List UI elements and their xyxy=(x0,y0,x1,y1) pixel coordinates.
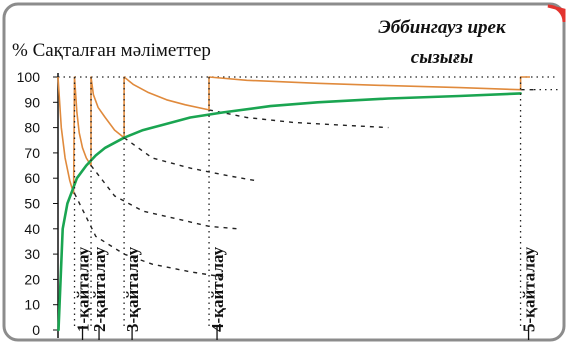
revision-label: 4-қайталау xyxy=(208,246,227,332)
y-tick-label: 40 xyxy=(24,221,40,237)
revision-label: 3-қайталау xyxy=(123,246,142,332)
y-axis-title: % Сақталған мәліметтер xyxy=(12,40,211,61)
y-tick-label: 90 xyxy=(24,94,40,110)
revision-label: 1-қайталау xyxy=(74,246,93,332)
revision-label: 5-қайталау xyxy=(520,246,539,332)
y-tick-label: 0 xyxy=(32,322,40,338)
y-tick-label: 50 xyxy=(24,196,40,212)
decay-dotted-curve xyxy=(123,137,257,182)
y-tick-label: 80 xyxy=(24,120,40,136)
y-tick-label: 70 xyxy=(24,145,40,161)
corner-accent xyxy=(547,4,566,23)
decay-dotted-layer xyxy=(73,88,535,278)
chart-title-line2: сызығы xyxy=(411,47,473,68)
y-tick-label: 60 xyxy=(24,170,40,186)
chart-title-line1: Эббингауз ирек xyxy=(378,17,507,38)
y-tick-label: 10 xyxy=(24,297,40,313)
axis-layer: 0 10 20 30 40 50 60 70 80 90 100 xyxy=(17,69,560,338)
y-tick-label: 20 xyxy=(24,271,40,287)
y-tick-label: 30 xyxy=(24,246,40,262)
retention-curve xyxy=(57,92,522,332)
revision-label: 2-қайталау xyxy=(90,246,109,332)
decay-dotted-curve xyxy=(73,193,224,278)
y-tick-label: 100 xyxy=(17,69,41,85)
